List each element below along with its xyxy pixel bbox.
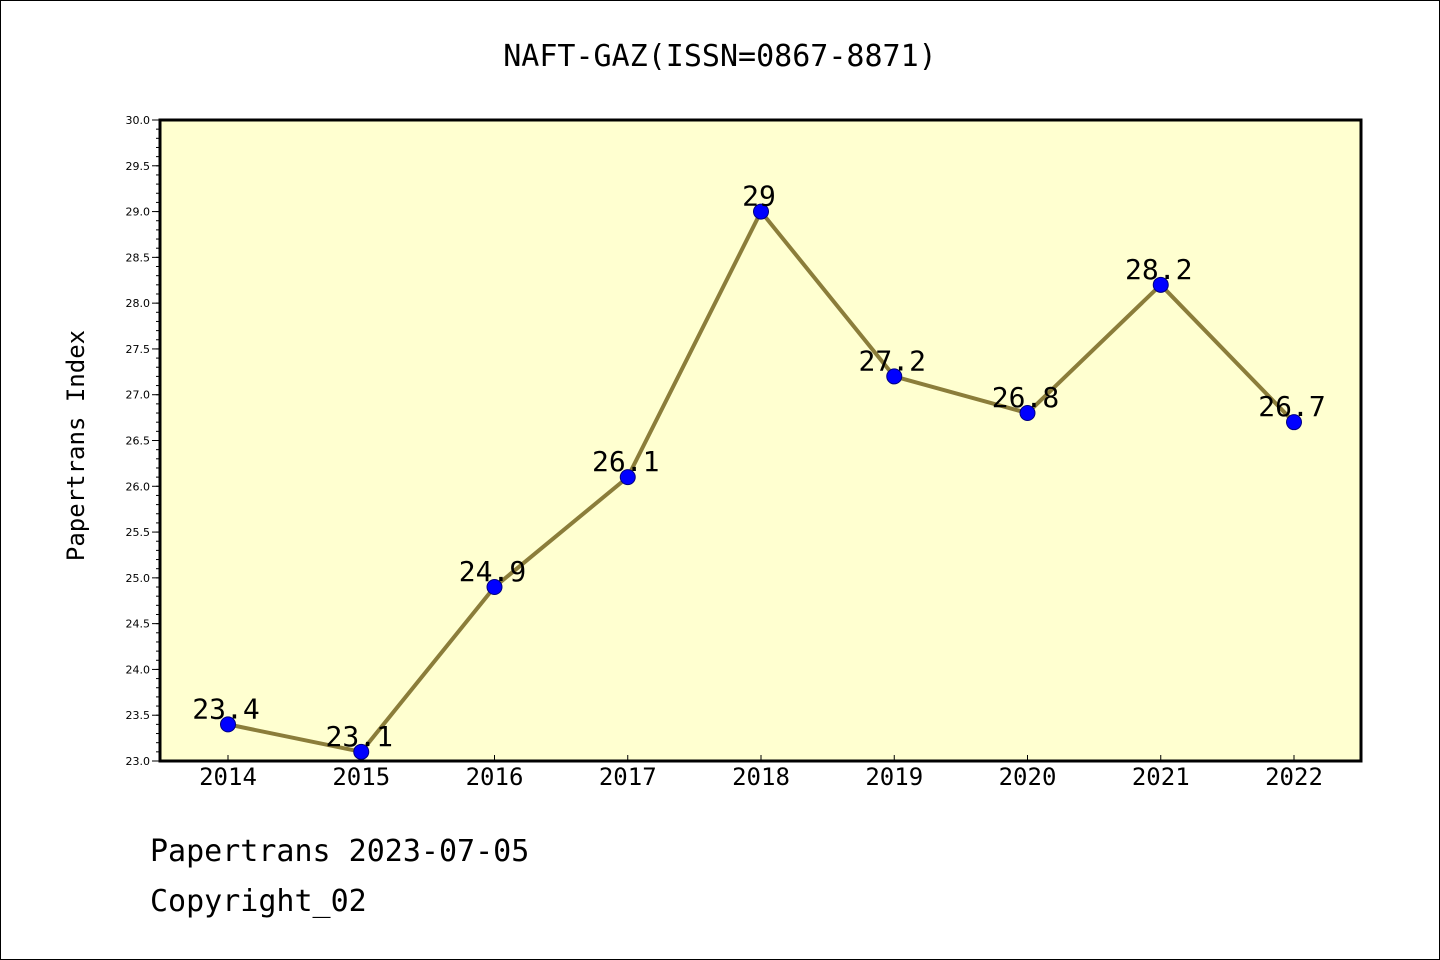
data-label: 28.2 bbox=[1125, 253, 1192, 286]
y-tick-label: 23.0 bbox=[126, 755, 151, 768]
y-tick-label: 25.5 bbox=[126, 526, 151, 539]
y-axis: 23.0 23.5 24.0 24.5 25.0 25.5 26.0 26.5 27.0 27.5… bbox=[126, 114, 160, 768]
data-label: 26.1 bbox=[592, 445, 659, 478]
x-axis: 2014 2015 2016 2017 2018 2019 2020 2021 2022 bbox=[199, 755, 1323, 791]
y-tick-label: 23.5 bbox=[126, 709, 151, 722]
data-point bbox=[486, 579, 503, 596]
data-label: 27.2 bbox=[859, 344, 926, 377]
data-point bbox=[1019, 405, 1036, 422]
footer-date-text: Papertrans 2023-07-05 bbox=[150, 834, 530, 869]
footer-copyright-text: Copyright_02 bbox=[150, 884, 367, 919]
x-tick-label: 2020 bbox=[999, 763, 1057, 791]
x-tick-label: 2018 bbox=[732, 763, 790, 791]
y-axis-label: Papertrans Index bbox=[62, 330, 90, 561]
x-tick-label: 2016 bbox=[466, 763, 524, 791]
plot-border bbox=[158, 118, 1363, 763]
plot-area bbox=[160, 120, 1361, 761]
data-label: 24.9 bbox=[459, 555, 526, 588]
data-point bbox=[1152, 276, 1169, 293]
y-tick-label: 30.0 bbox=[126, 114, 151, 127]
data-point bbox=[353, 743, 370, 760]
data-label: 26.8 bbox=[992, 381, 1059, 414]
data-label: 23.4 bbox=[192, 692, 259, 725]
chart-title: NAFT-GAZ(ISSN=0867-8871) bbox=[503, 39, 936, 74]
y-tick-label: 28.5 bbox=[126, 251, 151, 264]
x-tick-label: 2014 bbox=[199, 763, 257, 791]
y-tick-label: 29.5 bbox=[126, 160, 151, 173]
data-point bbox=[753, 203, 769, 220]
y-tick-label: 25.0 bbox=[126, 572, 151, 585]
x-tick-label: 2015 bbox=[332, 763, 390, 791]
x-tick-label: 2017 bbox=[599, 763, 657, 791]
y-tick-label: 26.5 bbox=[126, 435, 151, 448]
y-tick-label: 29.0 bbox=[126, 206, 151, 219]
x-tick-label: 2021 bbox=[1132, 763, 1190, 791]
y-tick-label: 28.0 bbox=[126, 297, 151, 310]
series-layer: 23.4 23.1 24.9 26.1 29 27.2 26.8 28.2 26.7 bbox=[192, 180, 1326, 760]
y-tick-label: 27.0 bbox=[126, 389, 151, 402]
data-point bbox=[1286, 414, 1302, 431]
x-tick-label: 2019 bbox=[865, 763, 923, 791]
y-tick-label: 24.5 bbox=[126, 618, 151, 631]
data-point bbox=[619, 469, 636, 486]
data-point bbox=[220, 716, 236, 733]
data-label: 23.1 bbox=[326, 720, 393, 753]
x-tick-label: 2022 bbox=[1265, 763, 1323, 791]
y-tick-label: 27.5 bbox=[126, 343, 151, 356]
data-label: 26.7 bbox=[1258, 390, 1325, 423]
y-tick-label: 24.0 bbox=[126, 663, 151, 676]
data-label: 29 bbox=[742, 180, 776, 213]
data-point bbox=[886, 368, 903, 385]
y-tick-label: 26.0 bbox=[126, 480, 151, 493]
